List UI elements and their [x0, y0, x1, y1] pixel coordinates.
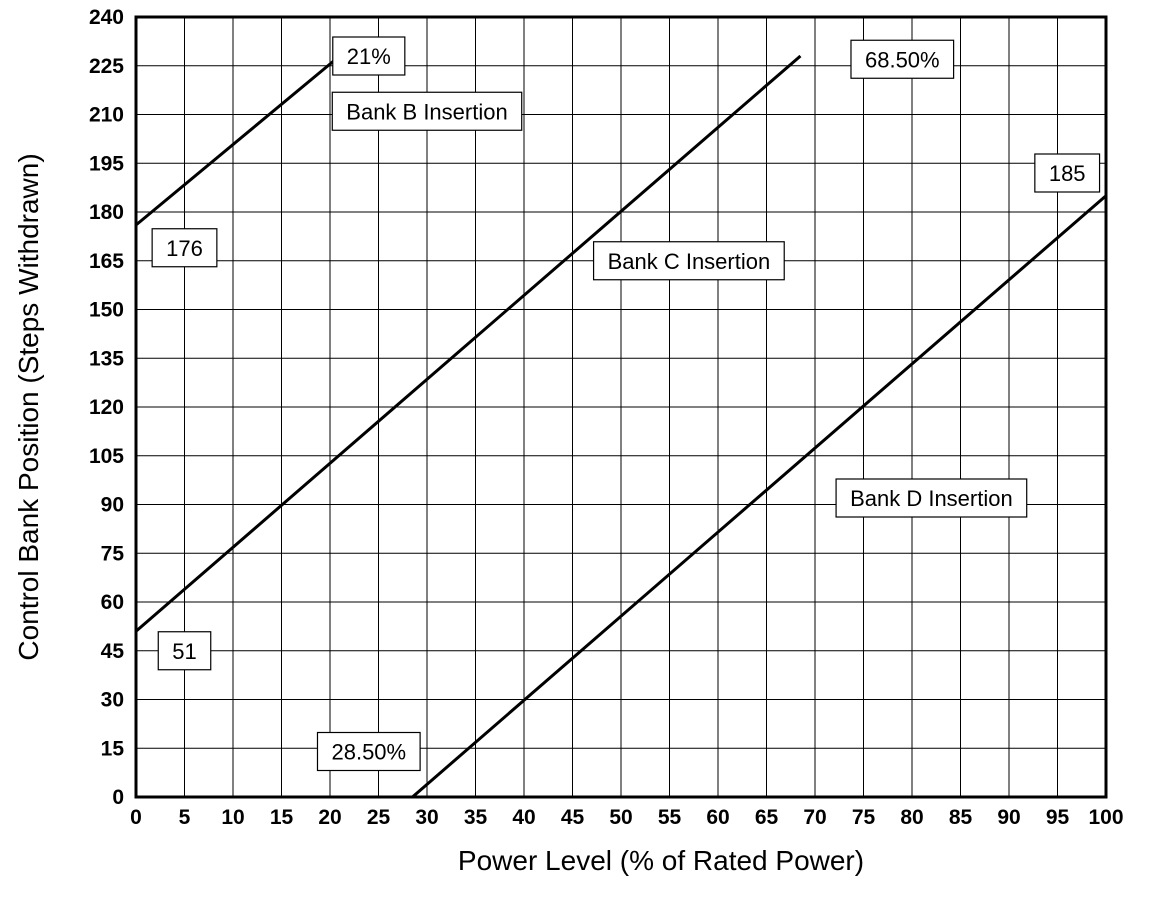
annotation-box — [835, 478, 1028, 518]
annotation-label: 21% — [332, 36, 406, 76]
x-tick-label: 70 — [803, 806, 826, 829]
annotations: 21% Bank B Insertion 176 68.50% Bank C Inser… — [151, 36, 1101, 772]
plot-frame — [134, 15, 1108, 799]
annotation-text: 51 — [172, 639, 196, 664]
y-tick-label: 240 — [89, 6, 124, 29]
annotation-box — [850, 39, 955, 79]
y-tick-label: 165 — [89, 250, 124, 273]
x-tick-label: 5 — [179, 806, 191, 829]
series-lines — [135, 54, 1107, 799]
annotation-label: 176 — [151, 228, 218, 268]
annotation-text: 68.50% — [865, 47, 940, 72]
x-tick-label: 95 — [1046, 806, 1070, 829]
annotation-text: Bank D Insertion — [850, 486, 1013, 511]
x-tick-label: 75 — [852, 806, 876, 829]
annotation-box — [332, 36, 406, 76]
annotation-box — [331, 91, 523, 131]
y-tick-label: 135 — [89, 347, 124, 370]
annotation-text: 28.50% — [331, 740, 406, 765]
annotation-label: 28.50% — [316, 731, 421, 772]
x-tick-label: 25 — [367, 806, 391, 829]
y-tick-label: 15 — [101, 737, 125, 760]
annotation-label: 68.50% — [850, 39, 955, 79]
y-tick-label: 210 — [89, 104, 124, 127]
y-tick-label: 105 — [89, 445, 124, 468]
y-tick-label: 60 — [101, 591, 124, 614]
annotation-text: 21% — [347, 44, 391, 69]
tick-labels: 0 5 10 15 20 25 30 35 40 45 50 55 60 65 70 75 80 85 90 95 10… — [89, 6, 1124, 829]
annotation-label: 185 — [1034, 153, 1101, 193]
x-tick-label: 50 — [609, 806, 632, 829]
annotation-label: 51 — [157, 631, 212, 671]
y-tick-label: 45 — [101, 640, 125, 663]
x-tick-label: 55 — [658, 806, 682, 829]
grid — [135, 16, 1107, 798]
y-tick-label: 180 — [89, 201, 124, 224]
y-tick-label: 150 — [89, 299, 124, 322]
series-line-1 — [135, 54, 341, 227]
annotation-label: Bank C Insertion — [592, 241, 785, 281]
x-tick-label: 60 — [706, 806, 729, 829]
annotation-text: Bank C Insertion — [608, 249, 771, 274]
y-axis-title: Control Bank Position (Steps Withdrawn) — [13, 153, 44, 660]
x-tick-label: 20 — [318, 806, 341, 829]
annotation-text: 185 — [1049, 161, 1086, 186]
x-tick-label: 45 — [561, 806, 585, 829]
annotation-box — [316, 731, 421, 772]
annotation-box — [592, 241, 785, 281]
y-tick-label: 195 — [89, 152, 124, 175]
y-tick-label: 225 — [89, 55, 124, 78]
x-axis-title: Power Level (% of Rated Power) — [458, 845, 864, 876]
y-tick-label: 30 — [101, 689, 124, 712]
y-tick-label: 120 — [89, 396, 124, 419]
annotation-box — [157, 631, 212, 671]
x-tick-label: 0 — [130, 806, 142, 829]
y-tick-label: 75 — [101, 542, 125, 565]
annotation-box — [151, 228, 218, 268]
x-tick-label: 80 — [900, 806, 923, 829]
annotation-text: 176 — [166, 236, 203, 261]
x-tick-label: 15 — [270, 806, 294, 829]
x-tick-label: 65 — [755, 806, 779, 829]
x-tick-label: 100 — [1088, 806, 1123, 829]
x-tick-label: 40 — [512, 806, 535, 829]
x-tick-label: 35 — [464, 806, 488, 829]
annotation-text: Bank B Insertion — [346, 99, 507, 124]
y-tick-label: 0 — [112, 786, 124, 809]
x-tick-label: 85 — [949, 806, 973, 829]
annotation-box — [1034, 153, 1101, 193]
x-tick-label: 90 — [997, 806, 1020, 829]
annotation-label: Bank B Insertion — [331, 91, 523, 131]
y-tick-label: 90 — [101, 494, 124, 517]
series-line-2 — [135, 54, 802, 633]
x-tick-label: 30 — [415, 806, 438, 829]
annotation-label: Bank D Insertion — [835, 478, 1028, 518]
series-line-3 — [411, 194, 1107, 799]
x-tick-label: 10 — [221, 806, 244, 829]
